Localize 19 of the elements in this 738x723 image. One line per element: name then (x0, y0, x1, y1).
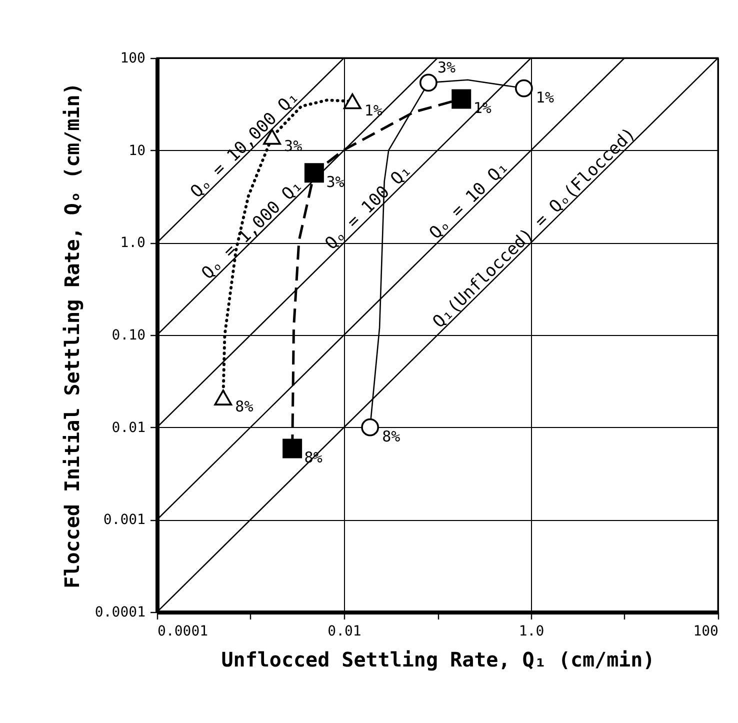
y-tick-label: 0.001 (103, 512, 146, 528)
x-tick-label: 0.01 (328, 624, 362, 640)
y-tick-label: 100 (120, 50, 146, 66)
annotation: 3% (437, 58, 456, 77)
x-tick-label: 1.0 (518, 624, 544, 640)
y-tick-label: 10 (128, 142, 146, 159)
annotation: 3% (326, 172, 344, 191)
annotation: 8% (235, 398, 254, 416)
x-tick-label: 100 (693, 624, 718, 640)
y-tick-label: 0.0001 (94, 604, 146, 620)
annotation: 1% (364, 101, 382, 120)
annotation: 1% (536, 88, 554, 106)
y-tick-label: 0.10 (112, 328, 146, 344)
x-axis-title: Unflocced Settling Rate, Q₁ (cm/min) (221, 648, 655, 672)
annotation: 8% (382, 427, 400, 446)
y-axis-title: Flocced Initial Settling Rate, Qₒ (cm/min) (60, 82, 84, 588)
x-tick-label: 0.0001 (158, 624, 208, 640)
y-tick-label: 0.01 (112, 420, 146, 436)
y-tick-label: 1.0 (120, 235, 146, 252)
